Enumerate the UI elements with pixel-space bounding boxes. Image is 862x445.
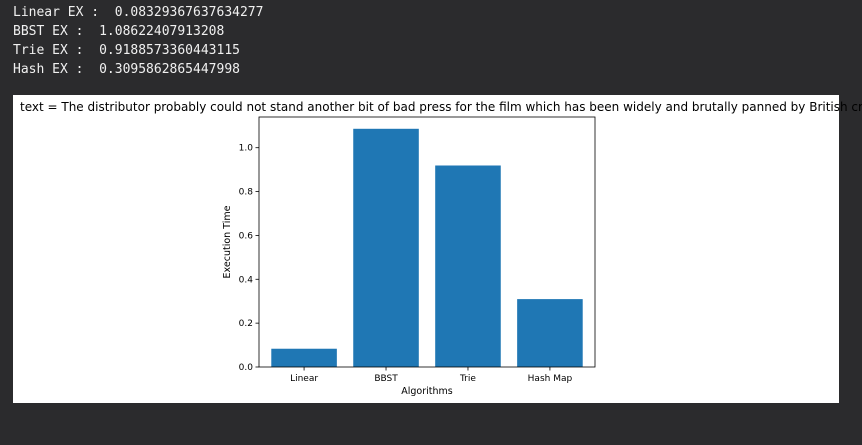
x-tick-label: Linear [290,374,318,384]
bar-chart: 0.0 0.2 0.4 0.6 0.8 1.0 Linear BBST Trie Hash Ma… [222,116,596,397]
x-tick-label: Trie [459,374,476,384]
x-tick-label: BBST [374,374,398,384]
plot-frame [258,116,596,368]
console-line-bbst: BBST EX : 1.08622407913208 [13,24,225,39]
console-line-hash: Hash EX : 0.3095862865447998 [13,62,240,77]
bar-hash-map [517,299,583,367]
bars-layer [271,128,583,367]
bar-bbst [353,128,419,367]
y-tick-label: 0.2 [239,319,253,329]
console-line-linear: Linear EX : 0.08329367637634277 [13,5,264,20]
y-tick-label: 0.4 [239,275,254,285]
console-line-trie: Trie EX : 0.9188573360443115 [13,43,240,58]
bar-trie [435,165,501,367]
y-tick-label: 0.8 [239,188,254,198]
y-axis: 0.0 0.2 0.4 0.6 0.8 1.0 [239,144,259,373]
y-tick-label: 0.6 [239,231,254,241]
x-tick-label: Hash Map [528,374,573,384]
y-axis-label: Execution Time [222,205,233,278]
x-axis: Linear BBST Trie Hash Map [290,367,572,384]
chart-title: text = The distributor probably could no… [20,100,862,114]
y-tick-label: 0.0 [239,363,254,373]
plot-output: text = The distributor probably could no… [13,95,862,403]
bar-linear [271,348,337,367]
console-output: Linear EX : 0.08329367637634277 BBST EX … [13,3,263,79]
x-axis-label: Algorithms [401,386,453,397]
y-tick-label: 1.0 [239,144,254,154]
